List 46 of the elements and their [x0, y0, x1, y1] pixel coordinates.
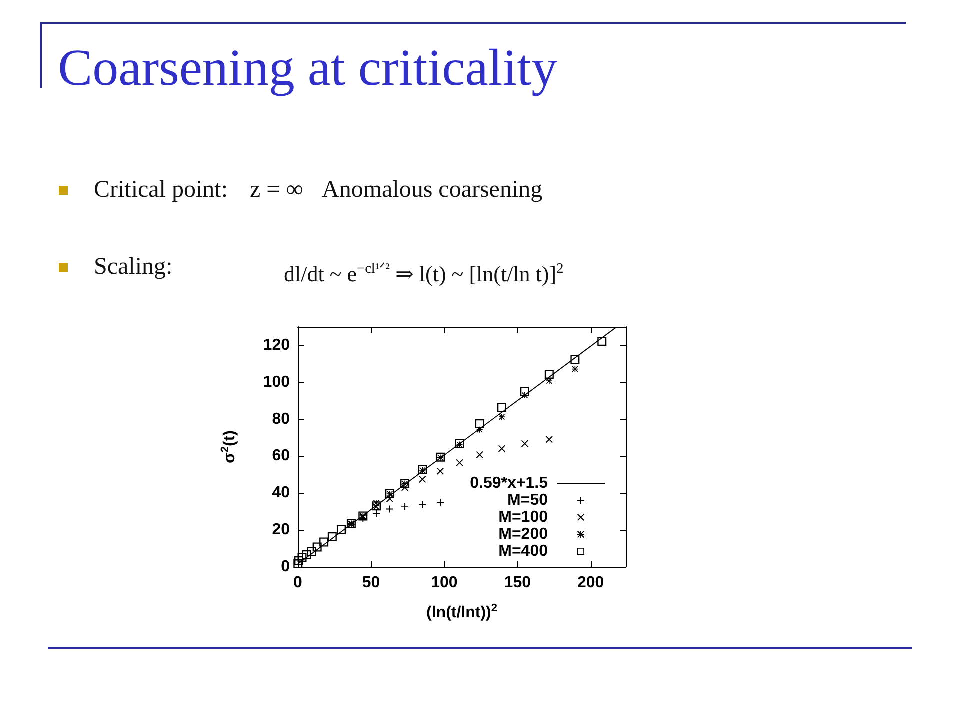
- legend-label: M=100: [498, 509, 548, 526]
- legend-label: M=200: [498, 526, 548, 543]
- y-tick-label: 20: [272, 522, 290, 539]
- text: z = ∞: [250, 177, 304, 203]
- point: [307, 547, 316, 556]
- y-tick-label: 60: [272, 448, 290, 465]
- legend-label: M=50: [508, 492, 548, 509]
- x-tick-label: 100: [431, 574, 458, 592]
- point: [320, 538, 329, 547]
- point: [521, 440, 528, 448]
- x-tick-label: 0: [294, 574, 303, 592]
- y-tick-label: 0: [281, 558, 290, 576]
- point: [455, 439, 464, 448]
- y-tick-label: 120: [263, 336, 290, 354]
- text: Critical point:: [94, 177, 228, 203]
- point: [476, 426, 483, 433]
- point: [372, 510, 380, 518]
- x-tick-label: 50: [362, 574, 380, 592]
- y-tick-label: 40: [272, 484, 290, 502]
- point: [498, 414, 505, 420]
- point: [328, 532, 337, 542]
- point: [419, 476, 426, 483]
- point: [298, 553, 307, 562]
- text: Anomalous coarsening: [322, 177, 543, 203]
- x-tick-label: 200: [578, 574, 604, 592]
- chart-title: Coarsening at criticality: [58, 40, 558, 97]
- point: [498, 445, 506, 452]
- point: [497, 403, 506, 412]
- point: [386, 506, 394, 513]
- point: [436, 468, 444, 475]
- y-tick-label: 80: [272, 410, 290, 428]
- x-tick-label: 150: [504, 574, 532, 592]
- point: [402, 502, 409, 510]
- point: [598, 337, 607, 346]
- legend-label: 0.59*x+1.5: [470, 475, 548, 492]
- point: [419, 501, 426, 508]
- point: [570, 355, 580, 364]
- legend-label: M=400: [498, 543, 548, 560]
- point: [336, 525, 346, 534]
- y-axis-title: σ2(t): [220, 430, 238, 464]
- y-tick-label: 100: [263, 374, 290, 391]
- point: [456, 459, 464, 466]
- point: [522, 392, 528, 398]
- text: dl/dt ~ e$^{−cl¹ᐟ²}$ ⇒ l(t) ~ [ln(t/ln t)]$^{2}$: [284, 261, 564, 286]
- text: Scaling:: [94, 254, 173, 280]
- point: [436, 499, 444, 506]
